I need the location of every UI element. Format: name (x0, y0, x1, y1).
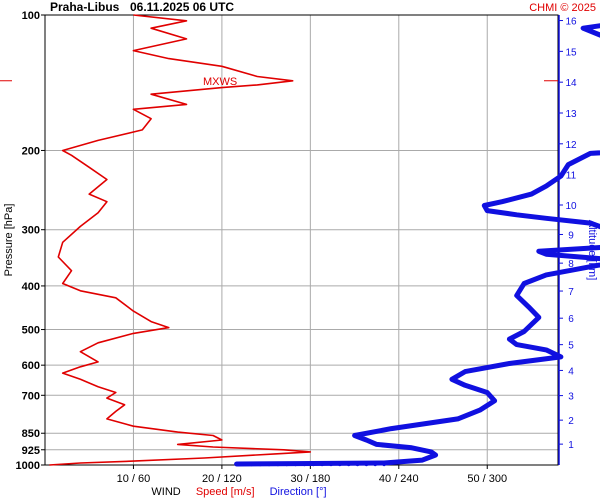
altitude-tick-label: 9 (568, 230, 574, 241)
altitude-tick-label: 8 (568, 259, 574, 270)
direction-series-point (346, 461, 351, 467)
altitude-tick-label: 11 (566, 171, 577, 182)
x-axis-label-direction: Direction [°] (270, 486, 327, 498)
direction-series-point (275, 461, 281, 467)
direction-series-point (258, 461, 263, 467)
pressure-tick-label: 100 (22, 10, 40, 22)
direction-series-point (364, 461, 369, 467)
pressure-tick-label: 700 (22, 390, 40, 402)
direction-series-point (293, 461, 298, 467)
altitude-tick-label: 10 (565, 201, 577, 212)
chart-datetime: 06.11.2025 06 UTC (130, 0, 234, 14)
x-tick-label: 40 / 240 (379, 473, 419, 485)
pressure-tick-label: 400 (22, 281, 40, 293)
direction-series-point (337, 461, 342, 467)
pressure-tick-label: 850 (22, 428, 40, 440)
x-tick-label: 20 / 120 (202, 473, 242, 485)
pressure-tick-label: 300 (22, 225, 40, 237)
y-axis-label: Pressure [hPa] (3, 204, 15, 277)
altitude-tick-label: 6 (568, 314, 574, 325)
x-tick-label: 30 / 180 (290, 473, 330, 485)
speed-series-line (49, 14, 312, 466)
copyright-label: CHMI © 2025 (529, 2, 596, 14)
altitude-tick-label: 13 (565, 109, 577, 120)
altitude-tick-label: 7 (568, 287, 574, 298)
altitude-tick-label: 16 (565, 17, 577, 28)
altitude-tick-label: 2 (568, 416, 574, 427)
x-axis-label: WIND Speed [m/s] Direction [°] (151, 486, 326, 498)
direction-series-line (234, 23, 600, 467)
x-tick-label: 10 / 60 (117, 473, 151, 485)
max-wind-marker: MXWS (0, 76, 558, 88)
direction-series-point (311, 461, 316, 467)
x-axis-label-prefix: WIND (151, 486, 180, 498)
altitude-tick-label: 15 (565, 47, 577, 58)
direction-series-point (249, 461, 254, 467)
pressure-tick-label: 1000 (16, 460, 40, 472)
altitude-tick-label: 12 (565, 140, 577, 151)
pressure-axis: 100 200 300 400 500 600 700 850 925 1000 (16, 10, 45, 472)
direction-series-point (381, 461, 387, 467)
pressure-tick-label: 500 (22, 325, 40, 337)
altitude-tick-label: 1 (568, 440, 574, 451)
direction-series-point (355, 461, 360, 467)
grid-lines (45, 15, 558, 465)
direction-series-point (319, 461, 325, 467)
x-axis: 10 / 60 20 / 120 30 / 180 40 / 240 50 / 300 (117, 465, 507, 485)
chart-title: Praha-Libus (50, 0, 120, 14)
direction-series-point (284, 461, 289, 467)
altitude-tick-label: 4 (568, 366, 574, 377)
y2-axis-label: Altitude [km] (586, 220, 598, 281)
direction-series-point (266, 461, 272, 467)
direction-series-point (328, 461, 334, 467)
pressure-tick-label: 925 (22, 445, 40, 457)
x-tick-label: 50 / 300 (467, 473, 507, 485)
direction-series-point (302, 461, 307, 467)
altitude-tick-label: 3 (568, 392, 574, 403)
x-axis-label-speed: Speed [m/s] (196, 486, 255, 498)
altitude-tick-label: 5 (568, 341, 574, 352)
series-group (49, 14, 600, 467)
altitude-tick-label: 14 (565, 78, 577, 89)
pressure-tick-label: 600 (22, 360, 40, 372)
mxws-label: MXWS (203, 76, 237, 88)
pressure-tick-label: 200 (22, 145, 40, 157)
direction-series-point (373, 461, 378, 467)
